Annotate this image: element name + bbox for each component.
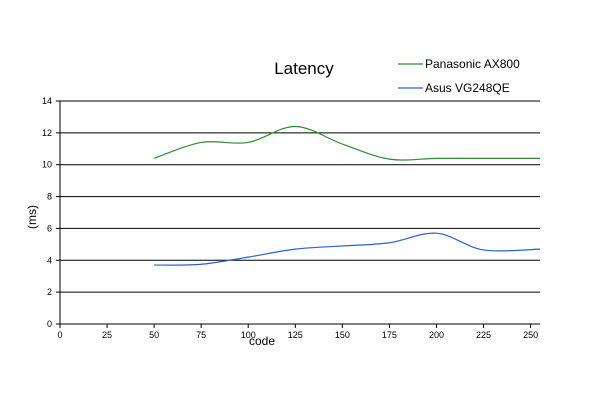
legend-label-panasonic-ax800: Panasonic AX800: [425, 57, 520, 71]
y-tick-label: 4: [47, 255, 52, 265]
y-tick-label: 6: [47, 223, 52, 233]
x-tick-label: 250: [523, 330, 538, 340]
x-tick-label: 175: [382, 330, 397, 340]
series-lines: [153, 125, 541, 266]
x-tick-label: 225: [476, 330, 491, 340]
x-tick-label: 75: [196, 330, 206, 340]
x-tick-label: 25: [102, 330, 112, 340]
series-line-asus-vg248qe: [154, 232, 541, 266]
x-axis-label: code: [249, 334, 275, 348]
x-tick-label: 150: [335, 330, 350, 340]
y-tick-label: 10: [42, 160, 52, 170]
x-tick-label: 50: [149, 330, 159, 340]
chart-title: Latency: [274, 59, 334, 78]
grid: [60, 100, 540, 293]
y-axis-label: (ms): [25, 205, 39, 229]
axes: [56, 100, 540, 328]
y-tick-label: 14: [42, 96, 52, 106]
x-tick-labels: 0 25 50 75 100 125 150 175 200 225 250: [57, 330, 538, 340]
y-tick-label: 0: [47, 319, 52, 329]
y-tick-label: 2: [47, 287, 52, 297]
y-tick-label: 8: [47, 192, 52, 202]
legend: Panasonic AX800 Asus VG248QE: [398, 57, 520, 95]
x-tick-label: 125: [288, 330, 303, 340]
series-line-panasonic-ax800: [153, 125, 540, 161]
x-tick-label: 100: [241, 330, 256, 340]
legend-label-asus-vg248qe: Asus VG248QE: [425, 81, 510, 95]
x-tick-label: 200: [429, 330, 444, 340]
x-tick-label: 0: [57, 330, 62, 340]
y-tick-label: 12: [42, 128, 52, 138]
y-tick-labels: 0 2 4 6 8 10 12 14: [42, 96, 52, 329]
